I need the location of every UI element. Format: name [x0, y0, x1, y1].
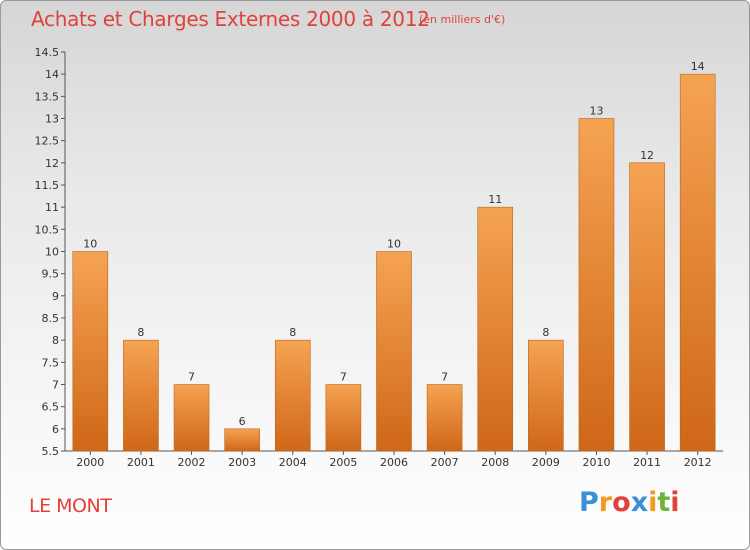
x-tick-label: 2004 [279, 456, 307, 469]
data-label: 11 [488, 193, 502, 206]
bar [679, 73, 716, 452]
data-label: 14 [691, 60, 705, 73]
data-label: 13 [589, 105, 603, 118]
y-tick-label: 8.5 [42, 312, 60, 325]
commune-name: LE MONT [29, 495, 112, 517]
y-tick-label: 9.5 [42, 268, 60, 281]
logo-letter: P [579, 487, 599, 518]
logo-letter: i [648, 487, 658, 518]
x-tick-label: 2010 [582, 456, 610, 469]
chart-title: Achats et Charges Externes 2000 à 2012 [31, 7, 430, 31]
y-tick-label: 11 [45, 201, 59, 214]
y-tick-label: 13.5 [35, 90, 60, 103]
bar [528, 339, 564, 452]
y-tick-label: 13 [45, 113, 59, 126]
x-tick-label: 2005 [329, 456, 357, 469]
y-tick-label: 11.5 [35, 179, 60, 192]
logo-letter: r [598, 487, 613, 518]
y-tick-label: 6 [52, 423, 59, 436]
bar [325, 384, 362, 452]
data-label: 12 [640, 149, 654, 162]
x-tick-label: 2007 [431, 456, 459, 469]
y-tick-label: 6.5 [42, 401, 60, 414]
y-tick-label: 12 [45, 157, 59, 170]
proxiti-logo: Proxiti [579, 487, 680, 518]
y-tick-label: 14 [45, 68, 59, 81]
data-label: 8 [542, 326, 549, 339]
x-tick-label: 2009 [532, 456, 560, 469]
bar [426, 384, 463, 452]
x-tick-label: 2006 [380, 456, 408, 469]
bar [72, 251, 109, 452]
bar [376, 251, 412, 452]
logo-letter: i [670, 487, 680, 518]
bar [173, 384, 210, 452]
x-tick-label: 2011 [633, 456, 661, 469]
bar [224, 428, 260, 452]
data-label: 8 [289, 326, 296, 339]
x-tick-label: 2002 [178, 456, 206, 469]
y-tick-label: 8 [52, 334, 59, 347]
x-tick-label: 2003 [228, 456, 256, 469]
y-tick-label: 5.5 [42, 445, 60, 458]
data-label: 10 [387, 238, 401, 251]
bar [477, 206, 514, 452]
logo-letter: o [612, 487, 631, 518]
bar [629, 162, 665, 452]
y-tick-label: 9 [52, 290, 59, 303]
data-label: 8 [137, 326, 144, 339]
y-tick-label: 7.5 [42, 356, 60, 369]
bar [123, 339, 159, 452]
y-tick-label: 12.5 [35, 135, 60, 148]
data-label: 7 [441, 371, 448, 384]
logo-letter: x [630, 487, 649, 518]
logo-letter: t [657, 487, 671, 518]
x-tick-label: 2001 [127, 456, 155, 469]
chart-axes: 5.566.577.588.599.51010.51111.51212.5131… [35, 46, 723, 469]
bar [274, 339, 311, 452]
chart-subtitle: (en milliers d'€) [419, 13, 506, 26]
data-label: 7 [188, 371, 195, 384]
data-label: 6 [239, 415, 246, 428]
y-tick-label: 10.5 [35, 223, 60, 236]
y-tick-label: 7 [52, 379, 59, 392]
bar [578, 118, 615, 452]
y-tick-label: 14.5 [35, 46, 60, 59]
data-label: 7 [340, 371, 347, 384]
x-tick-label: 2012 [684, 456, 712, 469]
bar-group: 10 8 7 6 8 7 10 7 11 8 13 12 14 [72, 60, 716, 452]
x-tick-label: 2000 [76, 456, 104, 469]
y-tick-label: 10 [45, 246, 59, 259]
data-label: 10 [83, 238, 97, 251]
x-tick-label: 2008 [481, 456, 509, 469]
